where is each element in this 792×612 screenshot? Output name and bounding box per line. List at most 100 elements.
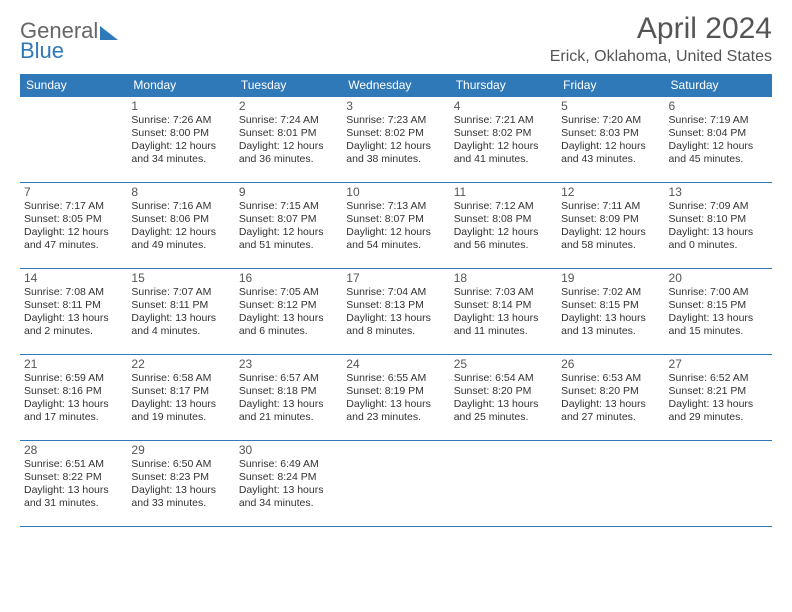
daylight-line: Daylight: 13 hours xyxy=(131,312,230,325)
daylight-line: and 2 minutes. xyxy=(24,325,123,338)
calendar-cell: 12Sunrise: 7:11 AMSunset: 8:09 PMDayligh… xyxy=(557,183,664,269)
day-number: 11 xyxy=(454,185,553,199)
sunrise-line: Sunrise: 7:15 AM xyxy=(239,200,338,213)
sunset-line: Sunset: 8:07 PM xyxy=(346,213,445,226)
daylight-line: Daylight: 12 hours xyxy=(561,226,660,239)
day-number: 19 xyxy=(561,271,660,285)
calendar-cell: 25Sunrise: 6:54 AMSunset: 8:20 PMDayligh… xyxy=(450,355,557,441)
day-number: 21 xyxy=(24,357,123,371)
calendar-cell: 21Sunrise: 6:59 AMSunset: 8:16 PMDayligh… xyxy=(20,355,127,441)
daylight-line: Daylight: 13 hours xyxy=(239,484,338,497)
calendar-cell: 16Sunrise: 7:05 AMSunset: 8:12 PMDayligh… xyxy=(235,269,342,355)
sunrise-line: Sunrise: 6:53 AM xyxy=(561,372,660,385)
calendar-cell: 10Sunrise: 7:13 AMSunset: 8:07 PMDayligh… xyxy=(342,183,449,269)
calendar-cell xyxy=(557,441,664,527)
sunset-line: Sunset: 8:21 PM xyxy=(669,385,768,398)
day-number: 7 xyxy=(24,185,123,199)
sunset-line: Sunset: 8:02 PM xyxy=(454,127,553,140)
day-number: 22 xyxy=(131,357,230,371)
sunset-line: Sunset: 8:11 PM xyxy=(131,299,230,312)
calendar-cell: 19Sunrise: 7:02 AMSunset: 8:15 PMDayligh… xyxy=(557,269,664,355)
sunset-line: Sunset: 8:03 PM xyxy=(561,127,660,140)
daylight-line: and 31 minutes. xyxy=(24,497,123,510)
sunset-line: Sunset: 8:19 PM xyxy=(346,385,445,398)
sunset-line: Sunset: 8:15 PM xyxy=(669,299,768,312)
calendar-week-row: 21Sunrise: 6:59 AMSunset: 8:16 PMDayligh… xyxy=(20,355,772,441)
sunset-line: Sunset: 8:06 PM xyxy=(131,213,230,226)
daylight-line: Daylight: 13 hours xyxy=(131,484,230,497)
daylight-line: and 11 minutes. xyxy=(454,325,553,338)
daylight-line: Daylight: 13 hours xyxy=(239,398,338,411)
daylight-line: and 8 minutes. xyxy=(346,325,445,338)
calendar-cell: 24Sunrise: 6:55 AMSunset: 8:19 PMDayligh… xyxy=(342,355,449,441)
calendar-cell: 28Sunrise: 6:51 AMSunset: 8:22 PMDayligh… xyxy=(20,441,127,527)
day-number: 25 xyxy=(454,357,553,371)
daylight-line: and 29 minutes. xyxy=(669,411,768,424)
calendar-week-row: 7Sunrise: 7:17 AMSunset: 8:05 PMDaylight… xyxy=(20,183,772,269)
sunset-line: Sunset: 8:09 PM xyxy=(561,213,660,226)
day-number: 24 xyxy=(346,357,445,371)
calendar-cell: 15Sunrise: 7:07 AMSunset: 8:11 PMDayligh… xyxy=(127,269,234,355)
daylight-line: Daylight: 13 hours xyxy=(346,398,445,411)
daylight-line: and 33 minutes. xyxy=(131,497,230,510)
calendar-cell: 30Sunrise: 6:49 AMSunset: 8:24 PMDayligh… xyxy=(235,441,342,527)
sunset-line: Sunset: 8:20 PM xyxy=(561,385,660,398)
daylight-line: and 15 minutes. xyxy=(669,325,768,338)
month-title: April 2024 xyxy=(550,12,772,46)
sunset-line: Sunset: 8:23 PM xyxy=(131,471,230,484)
calendar-cell: 1Sunrise: 7:26 AMSunset: 8:00 PMDaylight… xyxy=(127,97,234,183)
daylight-line: and 56 minutes. xyxy=(454,239,553,252)
day-number: 14 xyxy=(24,271,123,285)
sunset-line: Sunset: 8:13 PM xyxy=(346,299,445,312)
calendar-cell: 17Sunrise: 7:04 AMSunset: 8:13 PMDayligh… xyxy=(342,269,449,355)
sunset-line: Sunset: 8:12 PM xyxy=(239,299,338,312)
day-number: 2 xyxy=(239,99,338,113)
sunrise-line: Sunrise: 7:21 AM xyxy=(454,114,553,127)
day-number: 20 xyxy=(669,271,768,285)
logo-triangle-icon xyxy=(100,26,118,40)
daylight-line: Daylight: 12 hours xyxy=(454,140,553,153)
day-number: 18 xyxy=(454,271,553,285)
sunset-line: Sunset: 8:17 PM xyxy=(131,385,230,398)
calendar-week-row: 1Sunrise: 7:26 AMSunset: 8:00 PMDaylight… xyxy=(20,97,772,183)
calendar-cell: 27Sunrise: 6:52 AMSunset: 8:21 PMDayligh… xyxy=(665,355,772,441)
sunset-line: Sunset: 8:01 PM xyxy=(239,127,338,140)
day-header: Monday xyxy=(127,74,234,97)
daylight-line: and 27 minutes. xyxy=(561,411,660,424)
sunrise-line: Sunrise: 7:02 AM xyxy=(561,286,660,299)
sunrise-line: Sunrise: 6:50 AM xyxy=(131,458,230,471)
sunrise-line: Sunrise: 7:24 AM xyxy=(239,114,338,127)
daylight-line: Daylight: 12 hours xyxy=(346,140,445,153)
day-number: 12 xyxy=(561,185,660,199)
sunrise-line: Sunrise: 7:23 AM xyxy=(346,114,445,127)
sunrise-line: Sunrise: 6:55 AM xyxy=(346,372,445,385)
daylight-line: and 0 minutes. xyxy=(669,239,768,252)
calendar-cell: 6Sunrise: 7:19 AMSunset: 8:04 PMDaylight… xyxy=(665,97,772,183)
daylight-line: Daylight: 13 hours xyxy=(24,312,123,325)
sunrise-line: Sunrise: 7:19 AM xyxy=(669,114,768,127)
daylight-line: and 49 minutes. xyxy=(131,239,230,252)
sunrise-line: Sunrise: 7:17 AM xyxy=(24,200,123,213)
sunrise-line: Sunrise: 7:04 AM xyxy=(346,286,445,299)
calendar-cell: 8Sunrise: 7:16 AMSunset: 8:06 PMDaylight… xyxy=(127,183,234,269)
calendar-cell: 18Sunrise: 7:03 AMSunset: 8:14 PMDayligh… xyxy=(450,269,557,355)
day-number: 3 xyxy=(346,99,445,113)
daylight-line: and 45 minutes. xyxy=(669,153,768,166)
calendar-cell: 7Sunrise: 7:17 AMSunset: 8:05 PMDaylight… xyxy=(20,183,127,269)
sunset-line: Sunset: 8:22 PM xyxy=(24,471,123,484)
calendar-cell: 22Sunrise: 6:58 AMSunset: 8:17 PMDayligh… xyxy=(127,355,234,441)
sunset-line: Sunset: 8:00 PM xyxy=(131,127,230,140)
day-number: 8 xyxy=(131,185,230,199)
sunrise-line: Sunrise: 6:54 AM xyxy=(454,372,553,385)
day-header-row: Sunday Monday Tuesday Wednesday Thursday… xyxy=(20,74,772,97)
day-number: 5 xyxy=(561,99,660,113)
calendar-cell: 11Sunrise: 7:12 AMSunset: 8:08 PMDayligh… xyxy=(450,183,557,269)
sunrise-line: Sunrise: 6:52 AM xyxy=(669,372,768,385)
day-number: 10 xyxy=(346,185,445,199)
calendar-cell xyxy=(342,441,449,527)
day-header: Sunday xyxy=(20,74,127,97)
sunrise-line: Sunrise: 7:13 AM xyxy=(346,200,445,213)
sunset-line: Sunset: 8:18 PM xyxy=(239,385,338,398)
sunrise-line: Sunrise: 6:57 AM xyxy=(239,372,338,385)
calendar-cell: 13Sunrise: 7:09 AMSunset: 8:10 PMDayligh… xyxy=(665,183,772,269)
